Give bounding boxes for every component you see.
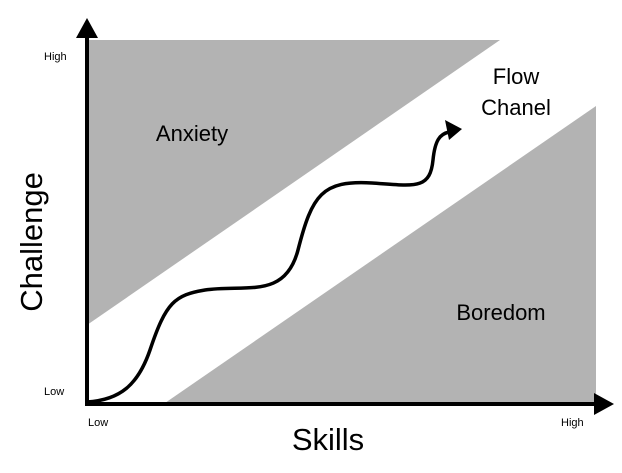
y-axis-arrowhead	[76, 18, 98, 38]
x-axis-title: Skills	[292, 422, 364, 457]
y-axis-title: Challenge	[14, 172, 49, 312]
flow-path-arrowhead	[445, 120, 462, 140]
y-axis-low-label: Low	[44, 386, 64, 398]
flow-label-line1: Flow	[493, 64, 540, 89]
x-axis-high-label: High	[561, 417, 584, 429]
x-axis-low-label: Low	[88, 417, 108, 429]
flow-label-line2: Chanel	[481, 95, 551, 120]
y-axis-high-label: High	[44, 51, 67, 63]
x-axis-arrowhead	[594, 393, 614, 415]
boredom-label: Boredom	[456, 300, 545, 325]
flow-path	[85, 130, 451, 404]
anxiety-label: Anxiety	[156, 121, 228, 146]
anxiety-region	[87, 40, 500, 325]
boredom-region	[165, 106, 596, 403]
